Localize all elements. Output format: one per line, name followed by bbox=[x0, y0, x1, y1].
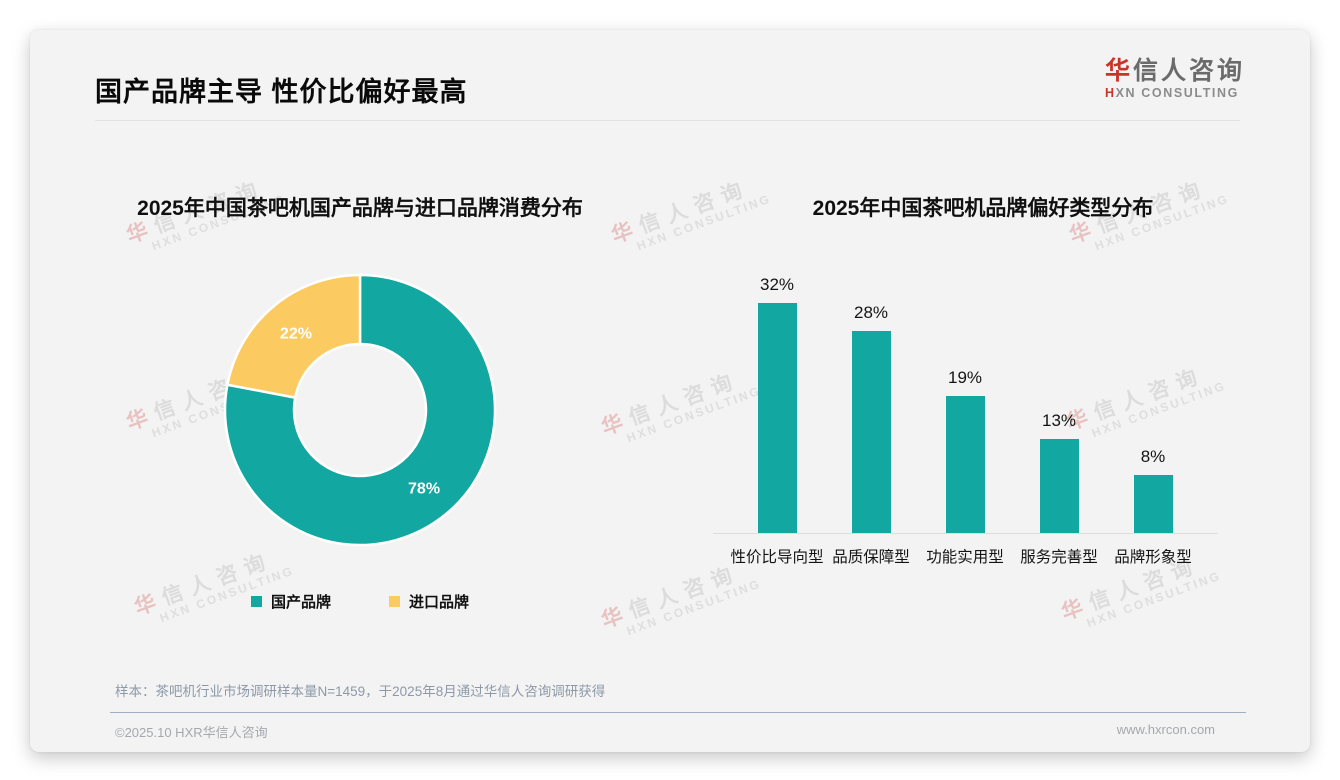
bar-chart: 32% 28% 19% 13% 8% bbox=[675, 222, 1255, 533]
bar-column-1: 28% bbox=[824, 303, 918, 533]
bar-value-label-1: 28% bbox=[853, 303, 889, 323]
donut-svg: 78% 22% bbox=[223, 273, 497, 547]
donut-value-label-0: 78% bbox=[408, 480, 440, 497]
slide-footer: ©2025.10 HXR华信人咨询 www.hxrcon.com bbox=[115, 722, 1215, 741]
bar-4 bbox=[1133, 475, 1173, 533]
bar-value-label-3: 13% bbox=[1041, 411, 1077, 431]
bar-value-label-2: 19% bbox=[947, 368, 983, 388]
bar-0 bbox=[757, 302, 797, 533]
donut-slice-0 bbox=[223, 273, 497, 547]
slide-card: 华信人咨询 HXN CONSULTING 华信人咨询 HXN CONSULTING 华信… bbox=[30, 30, 1310, 752]
sample-note: 样本：茶吧机行业市场调研样本量N=1459，于2025年8月通过华信人咨询调研获… bbox=[115, 684, 606, 699]
bar-chart-section: 2025年中国茶吧机品牌偏好类型分布 32% 28% 19% 13% 8% 性价比导向型… bbox=[675, 192, 1255, 567]
legend-swatch-0 bbox=[250, 596, 262, 607]
donut-chart-section: 2025年中国茶吧机国产品牌与进口品牌消费分布 78% 22% 国产品牌 进口品牌 bbox=[60, 192, 660, 612]
bar-category-label-1: 品质保障型 bbox=[832, 549, 910, 566]
donut-slice-1 bbox=[225, 273, 362, 400]
header-divider bbox=[95, 120, 1240, 121]
donut-chart: 78% 22% bbox=[220, 270, 500, 555]
bar-value-label-4: 8% bbox=[1140, 447, 1166, 467]
legend-item-0: 国产品牌 bbox=[250, 591, 331, 612]
bar-category-label-4: 品牌形象型 bbox=[1114, 549, 1192, 566]
legend-label-0: 国产品牌 bbox=[270, 594, 331, 611]
legend-item-1: 进口品牌 bbox=[389, 591, 469, 612]
bar-column-4: 8% bbox=[1106, 447, 1200, 533]
legend-swatch-1 bbox=[389, 596, 400, 607]
company-logo: 华信人咨询 HXN CONSULTING bbox=[1105, 57, 1245, 100]
donut-legend: 国产品牌 进口品牌 bbox=[60, 591, 660, 612]
donut-value-label-1: 22% bbox=[280, 326, 312, 343]
logo-chinese-name: 华信人咨询 bbox=[1105, 57, 1245, 86]
footer-divider bbox=[110, 712, 1246, 713]
legend-label-1: 进口品牌 bbox=[409, 594, 470, 611]
bar-column-2: 19% bbox=[918, 368, 1012, 533]
donut-chart-title: 2025年中国茶吧机国产品牌与进口品牌消费分布 bbox=[137, 197, 583, 220]
logo-gray-chars: 信人咨询 bbox=[1132, 57, 1245, 85]
copyright-text: ©2025.10 HXR华信人咨询 bbox=[115, 725, 268, 740]
bar-column-0: 32% bbox=[730, 275, 824, 533]
bar-2 bbox=[945, 396, 985, 533]
bar-chart-title: 2025年中国茶吧机品牌偏好类型分布 bbox=[812, 197, 1154, 220]
bar-1 bbox=[851, 331, 891, 533]
bar-category-label-3: 服务完善型 bbox=[1020, 549, 1098, 566]
bar-chart-category-axis: 性价比导向型 品质保障型 功能实用型 服务完善型 品牌形象型 bbox=[712, 533, 1218, 567]
website-text: www.hxrcon.com bbox=[1116, 722, 1215, 737]
page-title: 国产品牌主导 性价比偏好最高 bbox=[95, 77, 468, 107]
bar-value-label-0: 32% bbox=[759, 274, 795, 294]
logo-english-name: HXN CONSULTING bbox=[1104, 85, 1239, 100]
bar-category-label-2: 功能实用型 bbox=[926, 549, 1004, 566]
watermark-en: HXN CONSULTING bbox=[1084, 568, 1224, 631]
logo-red-char: 华 bbox=[1104, 57, 1133, 85]
bar-category-label-0: 性价比导向型 bbox=[730, 549, 824, 566]
bar-column-3: 13% bbox=[1012, 411, 1106, 533]
bar-3 bbox=[1039, 439, 1079, 533]
